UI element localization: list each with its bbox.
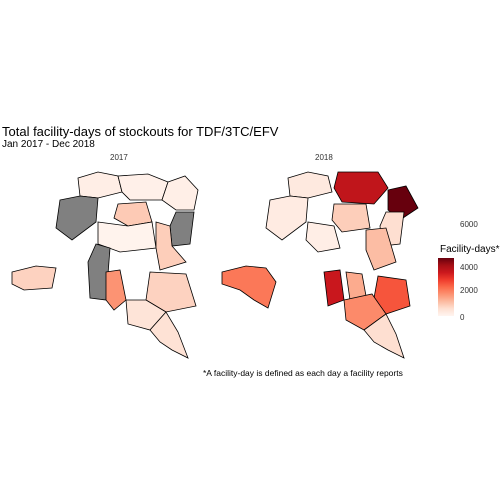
region-kasai-center: [105, 269, 127, 311]
legend-color-bar: [438, 258, 454, 316]
region-far-south: [363, 313, 405, 359]
region-northwest: [287, 171, 333, 199]
region-center: [305, 221, 341, 253]
panel-label-2017: 2017: [110, 153, 128, 162]
region-west: [265, 195, 309, 241]
region-west-grey: [55, 195, 99, 241]
region-kinshasa-corridor: [221, 265, 277, 309]
legend-title: Facility-days*: [440, 244, 500, 255]
legend-tick: 2000: [460, 286, 478, 295]
chart-title: Total facility-days of stockouts for TDF…: [2, 124, 279, 139]
region-grey-center: [87, 243, 111, 301]
region-far-south: [149, 311, 189, 359]
region-kinshasa-corridor: [11, 265, 57, 291]
region-east-grey: [169, 211, 195, 247]
region-north-center: [117, 173, 169, 201]
chart-subtitle: Jan 2017 - Dec 2018: [2, 139, 95, 150]
region-northeast: [387, 185, 419, 221]
region-kasai-center: [323, 269, 345, 307]
region-east-central: [155, 221, 187, 271]
map-panel-2018: [221, 171, 419, 359]
region-southeast: [373, 275, 411, 315]
region-northeast: [161, 175, 199, 211]
legend-tick: 4000: [460, 263, 478, 272]
region-east-central: [365, 227, 397, 271]
region-center-north: [331, 203, 371, 233]
region-center-north: [113, 201, 153, 227]
legend-tick: 0: [460, 313, 465, 322]
legend-tick: 6000: [460, 220, 478, 229]
panel-label-2018: 2018: [315, 153, 333, 162]
region-southeast: [145, 271, 197, 313]
footnote-caption: *A facility-day is defined as each day a…: [203, 368, 403, 378]
map-panel-2017: [11, 171, 199, 359]
region-north-center: [333, 171, 389, 205]
region-northwest: [77, 171, 123, 199]
